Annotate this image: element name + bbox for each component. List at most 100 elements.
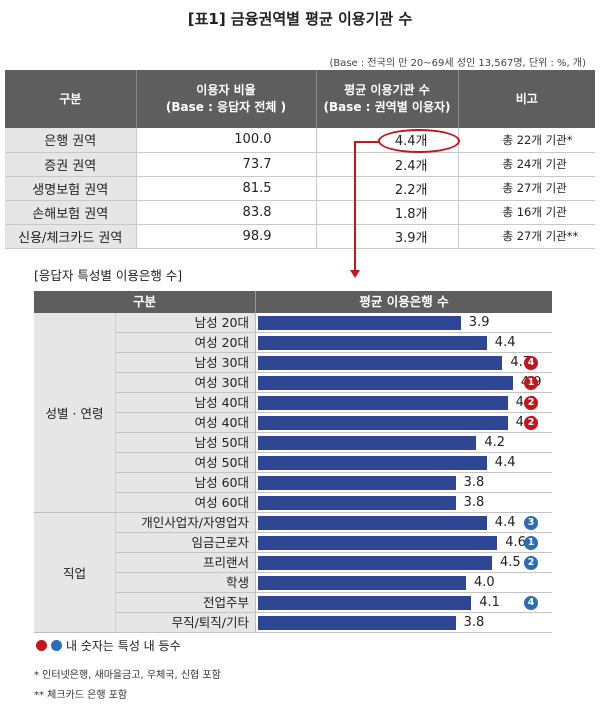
table-row: 생명보험 권역 81.5 2.2개 총 27개 기관 bbox=[5, 176, 595, 201]
chart-row: 프리랜서 4.5 2 bbox=[116, 553, 552, 573]
category-label: 여성 50대 bbox=[116, 453, 256, 473]
bar bbox=[258, 476, 456, 490]
bar bbox=[258, 536, 498, 550]
value-label: 4.1 bbox=[479, 595, 500, 610]
chart-row: 남성 60대 3.8 bbox=[116, 473, 552, 493]
value-label: 3.9 bbox=[468, 315, 490, 330]
chart-row: 전업주부 4.1 4 bbox=[116, 593, 552, 613]
chart-row: 여성 60대 3.8 bbox=[116, 493, 552, 513]
bar bbox=[258, 556, 492, 570]
rank-legend: 내 숫자는 특성 내 등수 bbox=[36, 637, 181, 654]
bar bbox=[258, 576, 466, 590]
summary-table: 구분 이용자 비율 (Base : 응답자 전체 ) 평균 이용기관 수 (Base… bbox=[5, 70, 595, 249]
row-avg: 1.8개 bbox=[316, 200, 459, 225]
header-note: 비고 bbox=[458, 70, 595, 128]
row-avg: 2.2개 bbox=[316, 176, 459, 201]
category-label: 남성 40대 bbox=[116, 393, 256, 413]
bar-plot-area: 4.4 3 bbox=[256, 513, 552, 533]
table-row: 증권 권역 73.7 2.4개 총 24개 기관 bbox=[5, 152, 595, 177]
value-label: 3.8 bbox=[463, 475, 485, 490]
header-line: 평균 이용기관 수 bbox=[344, 83, 430, 97]
category-label: 남성 60대 bbox=[116, 473, 256, 493]
chart-row: 개인사업자/자영업자 4.4 3 bbox=[116, 513, 552, 533]
connector-line bbox=[354, 141, 379, 143]
bar-plot-area: 3.8 bbox=[256, 613, 552, 633]
header-avg: 평균 이용기관 수 (Base : 권역별 이용자) bbox=[316, 70, 459, 128]
value-label: 3.8 bbox=[463, 615, 485, 630]
chart-row: 무직/퇴직/기타 3.8 bbox=[116, 613, 552, 633]
row-category: 손해보험 권역 bbox=[5, 200, 137, 225]
category-label: 무직/퇴직/기타 bbox=[116, 613, 256, 633]
bar-plot-area: 4.7 4 bbox=[256, 353, 552, 373]
legend-text: 내 숫자는 특성 내 등수 bbox=[66, 639, 181, 653]
category-label: 전업주부 bbox=[116, 593, 256, 613]
header-line: (Base : 권역별 이용자) bbox=[323, 100, 451, 114]
bar bbox=[258, 436, 477, 450]
row-note: 총 24개 기관 bbox=[458, 152, 595, 177]
row-category: 생명보험 권역 bbox=[5, 176, 137, 201]
category-label: 남성 50대 bbox=[116, 433, 256, 453]
category-label: 학생 bbox=[116, 573, 256, 593]
header-line: (Base : 응답자 전체 ) bbox=[165, 100, 287, 114]
bar-plot-area: 4.4 bbox=[256, 453, 552, 473]
row-ratio: 100.0 bbox=[136, 128, 317, 153]
bar-plot-area: 4.4 bbox=[256, 333, 552, 353]
chart-row: 여성 40대4.82 bbox=[116, 413, 552, 433]
bar-chart: 성별 · 연령 직업 남성 20대 3.9 여성 20대 4.4 남성 30대 4.7 4 여성 … bbox=[34, 313, 552, 633]
connector-line bbox=[354, 141, 356, 271]
bar-plot-area: 4.91 bbox=[256, 373, 552, 393]
chart-row: 남성 50대 4.2 bbox=[116, 433, 552, 453]
rank-badge: 4 bbox=[524, 596, 538, 610]
value-label: 4.2 bbox=[484, 435, 506, 450]
value-label: 4.4 bbox=[494, 335, 516, 350]
row-category: 증권 권역 bbox=[5, 152, 137, 177]
chart-table-header: 구분 평균 이용은행 수 bbox=[34, 291, 552, 313]
category-label: 개인사업자/자영업자 bbox=[116, 513, 256, 533]
value-label: 3.8 bbox=[463, 495, 485, 510]
bar-plot-area: 3.8 bbox=[256, 473, 552, 493]
chart-row: 임금근로자 4.6 1 bbox=[116, 533, 552, 553]
row-note: 총 16개 기관 bbox=[458, 200, 595, 225]
chart-row: 여성 50대 4.4 bbox=[116, 453, 552, 473]
bar-plot-area: 4.6 1 bbox=[256, 533, 552, 553]
value-label: 4.5 bbox=[500, 555, 521, 570]
header-category: 구분 bbox=[5, 70, 137, 128]
table-row: 손해보험 권역 83.8 1.8개 총 16개 기관 bbox=[5, 200, 595, 225]
bar-plot-area: 3.8 bbox=[256, 493, 552, 513]
bar-plot-area: 3.9 bbox=[256, 313, 552, 333]
category-label: 남성 30대 bbox=[116, 353, 256, 373]
header-line: 이용자 비율 bbox=[196, 83, 256, 97]
bar bbox=[258, 416, 508, 430]
bar bbox=[258, 376, 513, 390]
chart-row: 여성 20대 4.4 bbox=[116, 333, 552, 353]
rank-badge: 2 bbox=[524, 416, 538, 430]
blue-dot-icon bbox=[51, 640, 62, 651]
row-ratio: 98.9 bbox=[136, 224, 317, 249]
chart-row: 남성 20대 3.9 bbox=[116, 313, 552, 333]
bar bbox=[258, 316, 461, 330]
row-note: 총 22개 기관* bbox=[458, 128, 595, 153]
bar bbox=[258, 456, 487, 470]
red-dot-icon bbox=[36, 640, 47, 651]
value-label: 4.0 bbox=[474, 575, 495, 590]
chart-header-value: 평균 이용은행 수 bbox=[359, 294, 449, 309]
rank-badge: 1 bbox=[524, 376, 538, 390]
group-label: 직업 bbox=[34, 513, 116, 633]
chart-row: 남성 30대 4.7 4 bbox=[116, 353, 552, 373]
footnote: * 인터넷은행, 새마을금고, 우체국, 신협 포함 bbox=[34, 670, 221, 681]
value-label: 4.6 bbox=[505, 535, 526, 550]
value-label: 4.4 bbox=[494, 455, 516, 470]
base-note: (Base : 전국의 만 20~69세 성인 13,567명, 단위 : %,… bbox=[329, 58, 586, 69]
bar-plot-area: 4.82 bbox=[256, 413, 552, 433]
bar-plot-area: 4.2 bbox=[256, 433, 552, 453]
bar bbox=[258, 596, 472, 610]
rank-badge: 4 bbox=[524, 356, 538, 370]
bar bbox=[258, 356, 503, 370]
rank-badge: 1 bbox=[524, 536, 538, 550]
category-label: 임금근로자 bbox=[116, 533, 256, 553]
category-label: 여성 30대 bbox=[116, 373, 256, 393]
row-note: 총 27개 기관** bbox=[458, 224, 595, 249]
category-label: 여성 20대 bbox=[116, 333, 256, 353]
chart-row: 학생 4.0 bbox=[116, 573, 552, 593]
